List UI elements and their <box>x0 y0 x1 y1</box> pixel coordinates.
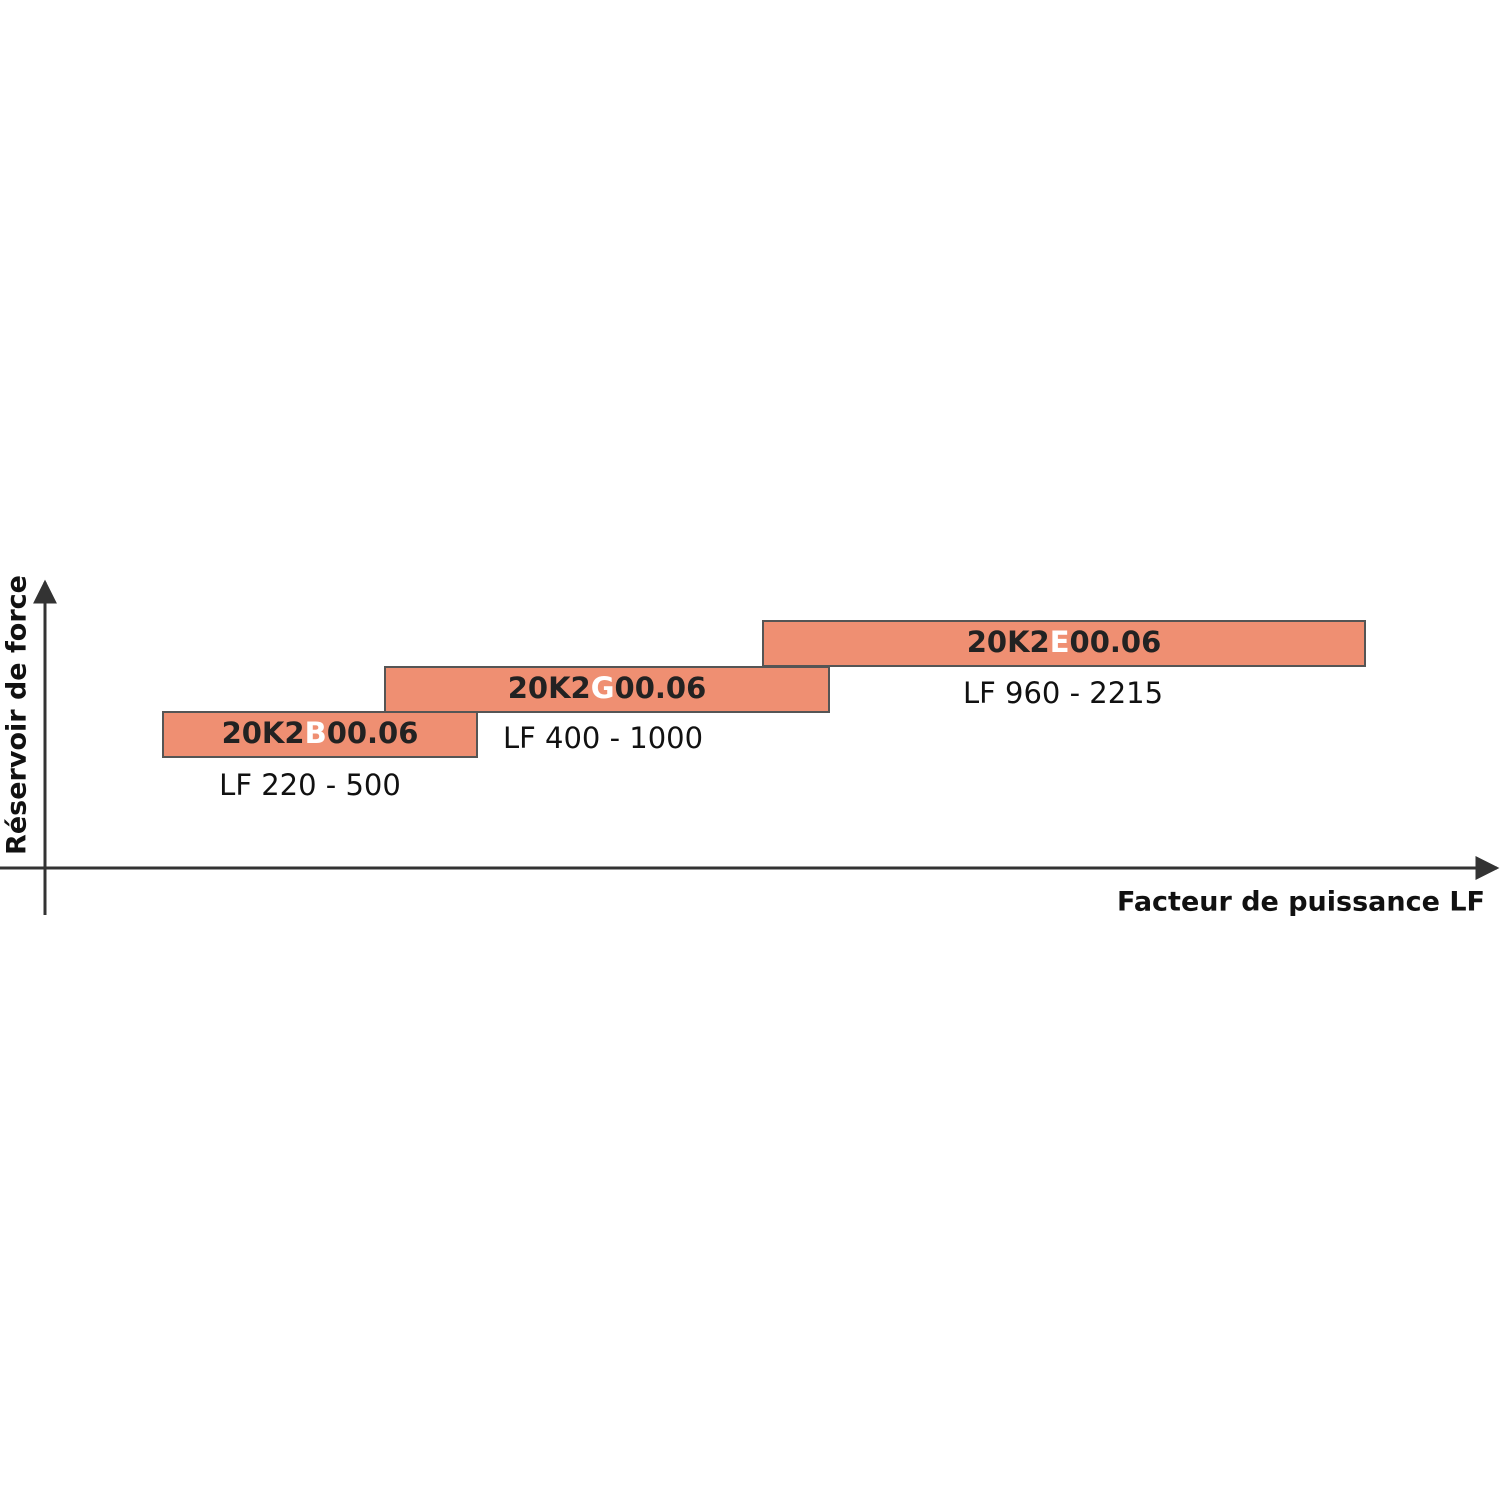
code-letter: G <box>591 671 615 705</box>
range-label: LF 400 - 1000 <box>503 721 703 755</box>
code-prefix: 20K2 <box>967 625 1050 659</box>
y-axis-label: Réservoir de force <box>2 575 33 855</box>
code-letter: E <box>1050 625 1070 659</box>
range-label: LF 220 - 500 <box>219 768 401 802</box>
product-code: 20K2G00.06 <box>508 671 707 705</box>
code-prefix: 20K2 <box>508 671 591 705</box>
code-suffix: 00.06 <box>327 716 419 750</box>
product-box <box>384 666 830 713</box>
range-label: LF 960 - 2215 <box>963 676 1163 710</box>
product-box <box>162 711 478 758</box>
product-code: 20K2E00.06 <box>967 625 1162 659</box>
code-suffix: 00.06 <box>1070 625 1162 659</box>
code-suffix: 00.06 <box>615 671 707 705</box>
code-prefix: 20K2 <box>222 716 305 750</box>
product-box <box>762 620 1366 667</box>
code-letter: B <box>305 716 327 750</box>
product-code: 20K2B00.06 <box>222 716 419 750</box>
x-axis-label: Facteur de puissance LF <box>1117 887 1485 918</box>
